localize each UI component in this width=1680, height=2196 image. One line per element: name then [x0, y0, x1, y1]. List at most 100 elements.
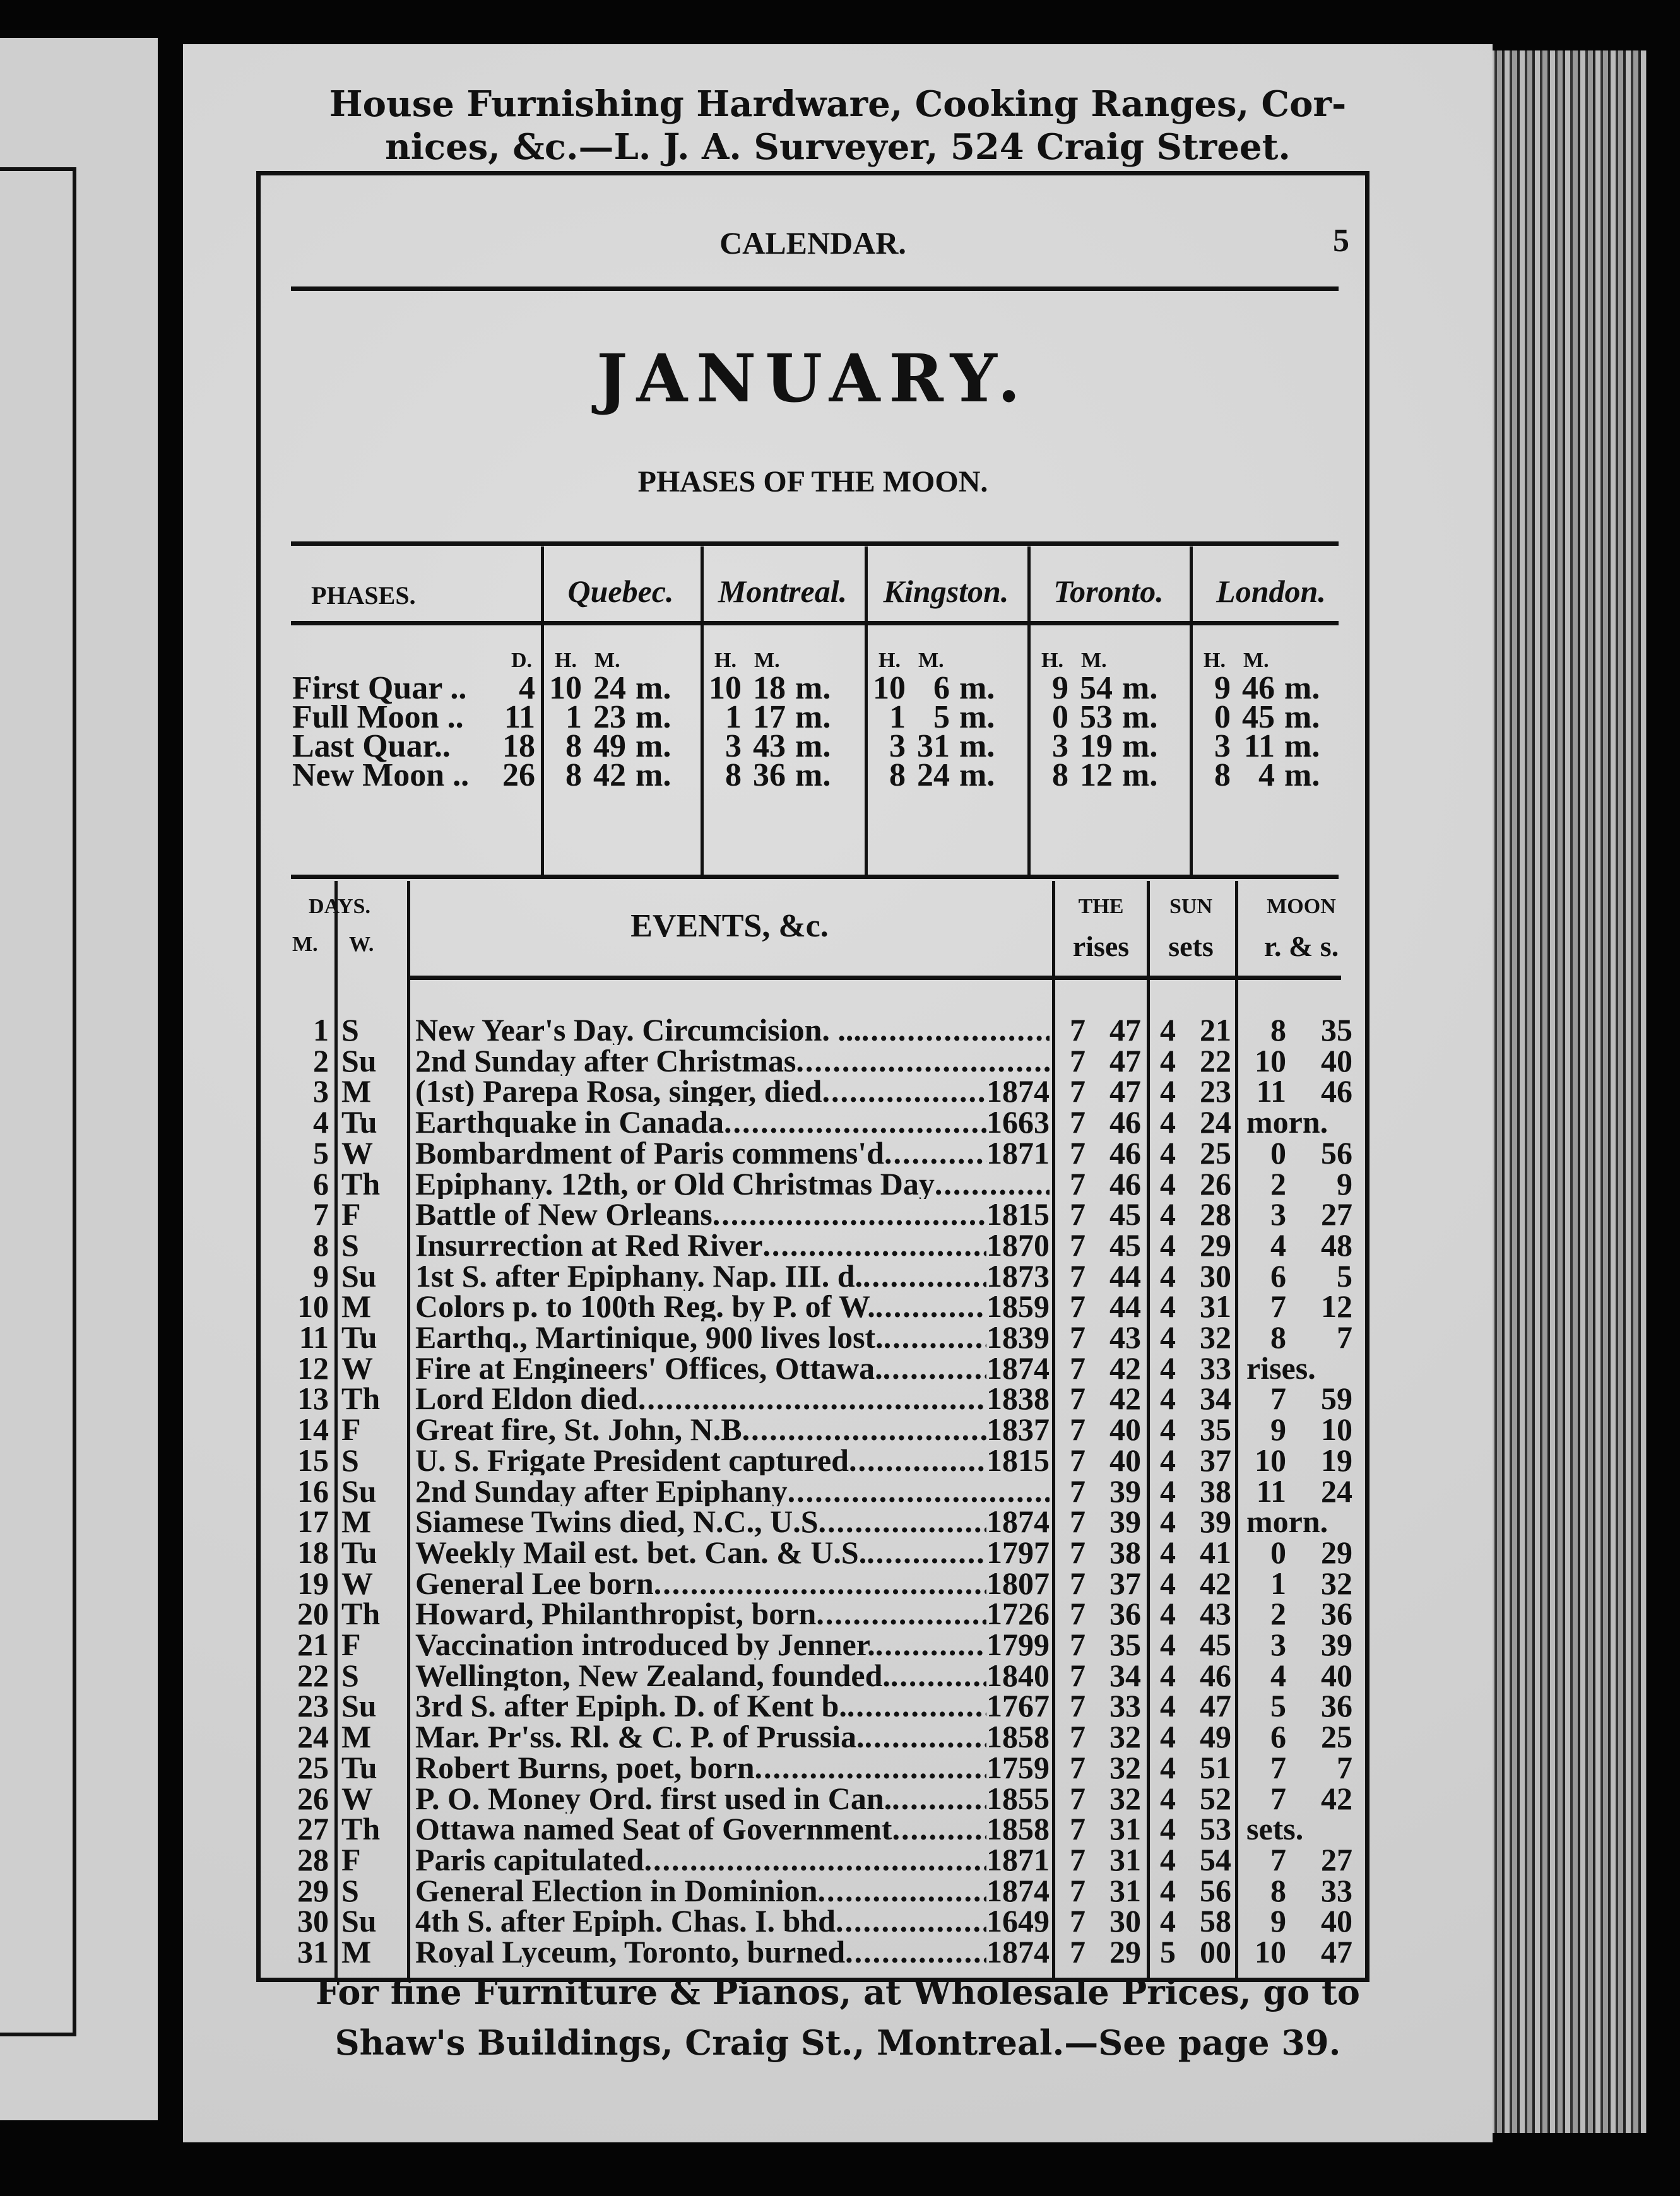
moon-hour: 0: [1270, 1135, 1286, 1171]
sunset-minute: 33: [1200, 1350, 1231, 1386]
calendar-row: 4 Tu Earthquake in Canada 1663 7 46 4 24 morn.: [261, 1104, 1365, 1140]
sunrise-hour: 7: [1070, 1688, 1085, 1724]
event-year: 1840: [986, 1660, 1050, 1691]
dot-leader: [865, 1721, 986, 1752]
rises-header: rises: [1072, 930, 1130, 962]
moon-note: morn.: [1246, 1104, 1328, 1140]
city-header-montreal: Montreal.: [718, 574, 848, 609]
rule: [407, 976, 1341, 980]
moon-note: sets.: [1246, 1811, 1304, 1847]
weekday: Su: [341, 1688, 377, 1724]
event: Robert Burns, poet, born 1759: [415, 1752, 1050, 1783]
event-text: Weekly Mail est. bet. Can. & U.S.: [415, 1537, 867, 1567]
header-ad-line-1: House Furnishing Hardware, Cooking Range…: [329, 83, 1347, 125]
sunset-minute: 26: [1200, 1166, 1231, 1201]
sunset-hour: 4: [1160, 1073, 1176, 1109]
sunset-minute: 56: [1200, 1872, 1231, 1908]
event: Lord Eldon died 1838: [415, 1383, 1050, 1414]
sunrise-minute: 42: [1109, 1381, 1141, 1417]
moon-minute: 27: [1321, 1196, 1352, 1232]
sunset-hour: 4: [1160, 1872, 1176, 1908]
sunrise-hour: 7: [1070, 1596, 1085, 1632]
sunrise-hour: 7: [1070, 1381, 1085, 1417]
dot-leader: [849, 1445, 986, 1475]
event-text: 2nd Sunday after Christmas: [415, 1045, 796, 1076]
sunrise-minute: 45: [1109, 1196, 1141, 1232]
sunrise-hour: 7: [1070, 1319, 1085, 1355]
phase-hour: 10: [873, 670, 906, 706]
sunrise-minute: 34: [1109, 1657, 1141, 1693]
phase-minute: 31: [917, 728, 950, 764]
weekday-header: W.: [349, 933, 374, 956]
sunrise-minute: 42: [1109, 1350, 1141, 1386]
calendar-row: 26 W P. O. Money Ord. first used in Can. 18…: [261, 1783, 1365, 1814]
event: Great fire, St. John, N.B 1837: [415, 1414, 1050, 1444]
sunrise-hour: 7: [1070, 1627, 1085, 1662]
phase-day: 26: [502, 757, 535, 793]
sunset-minute: 23: [1200, 1073, 1231, 1109]
column-divider: [865, 546, 868, 875]
phase-hour: 3: [889, 728, 906, 764]
sunrise-minute: 31: [1109, 1811, 1141, 1847]
event-year: 1726: [986, 1598, 1050, 1629]
sunset-minute: 28: [1200, 1196, 1231, 1232]
day-number: 7: [313, 1196, 329, 1232]
event-year: 1815: [986, 1444, 1050, 1475]
sunrise-hour: 7: [1070, 1227, 1085, 1263]
day-number: 5: [313, 1135, 329, 1171]
column-divider: [541, 546, 544, 875]
moon-minute: 33: [1321, 1872, 1352, 1908]
column-divider: [1235, 881, 1238, 1978]
weekday: Th: [341, 1596, 381, 1632]
phase-suffix: m.: [1122, 757, 1158, 793]
event-year: 1873: [986, 1260, 1050, 1291]
moon-minute: 40: [1321, 1657, 1352, 1693]
moon-minute: 7: [1337, 1749, 1352, 1785]
phase-day: 4: [519, 670, 535, 706]
sunrise-hour: 7: [1070, 1749, 1085, 1785]
rule: [291, 621, 1339, 625]
moon-minute: 12: [1321, 1289, 1352, 1325]
phase-minute: 24: [917, 757, 950, 793]
phase-minute: 53: [1080, 699, 1113, 735]
phase-minute: 24: [593, 670, 626, 706]
sunrise-hour: 7: [1070, 1903, 1085, 1939]
sunrise-hour: 7: [1070, 1073, 1085, 1109]
day-number: 20: [297, 1596, 329, 1632]
day-of-month-header: M.: [292, 933, 318, 956]
event-year: 1874: [986, 1937, 1050, 1967]
event: Howard, Philanthropist, born 1726: [415, 1598, 1050, 1629]
sunrise-minute: 45: [1109, 1227, 1141, 1263]
event-year: 1858: [986, 1721, 1050, 1752]
day-label: D.: [511, 649, 532, 672]
moon-hour: 8: [1270, 1872, 1286, 1908]
dot-leader: [836, 1906, 986, 1936]
event: Battle of New Orleans 1815: [415, 1199, 1050, 1229]
event-year: 1870: [986, 1229, 1050, 1260]
sunset-minute: 24: [1200, 1104, 1231, 1140]
day-number: 8: [313, 1227, 329, 1263]
sunrise-minute: 46: [1109, 1135, 1141, 1171]
sunset-hour: 4: [1160, 1749, 1176, 1785]
sunrise-minute: 44: [1109, 1289, 1141, 1325]
dot-leader: [644, 1845, 986, 1875]
event-text: U. S. Frigate President captured: [415, 1444, 849, 1475]
moon-hour: 10: [1255, 1042, 1286, 1078]
sunrise-minute: 47: [1109, 1012, 1141, 1048]
phase-minute: 49: [593, 728, 626, 764]
event: Vaccination introduced by Jenner. 1799: [415, 1629, 1050, 1660]
days-header: DAYS.: [309, 895, 370, 918]
hour-label: H.: [714, 649, 736, 672]
event-text: Earthquake in Canada: [415, 1107, 725, 1138]
dot-leader: [818, 1875, 987, 1906]
phase-minute: 6: [933, 670, 950, 706]
dot-leader: [788, 1476, 1050, 1506]
event-text: Royal Lyceum, Toronto, burned: [415, 1937, 846, 1967]
sunset-minute: 25: [1200, 1135, 1231, 1171]
sunrise-hour: 7: [1070, 1657, 1085, 1693]
phase-hour: 8: [1214, 757, 1231, 793]
sunrise-minute: 47: [1109, 1073, 1141, 1109]
sunset-minute: 30: [1200, 1258, 1231, 1294]
phase-name: New Moon ..: [292, 757, 470, 793]
